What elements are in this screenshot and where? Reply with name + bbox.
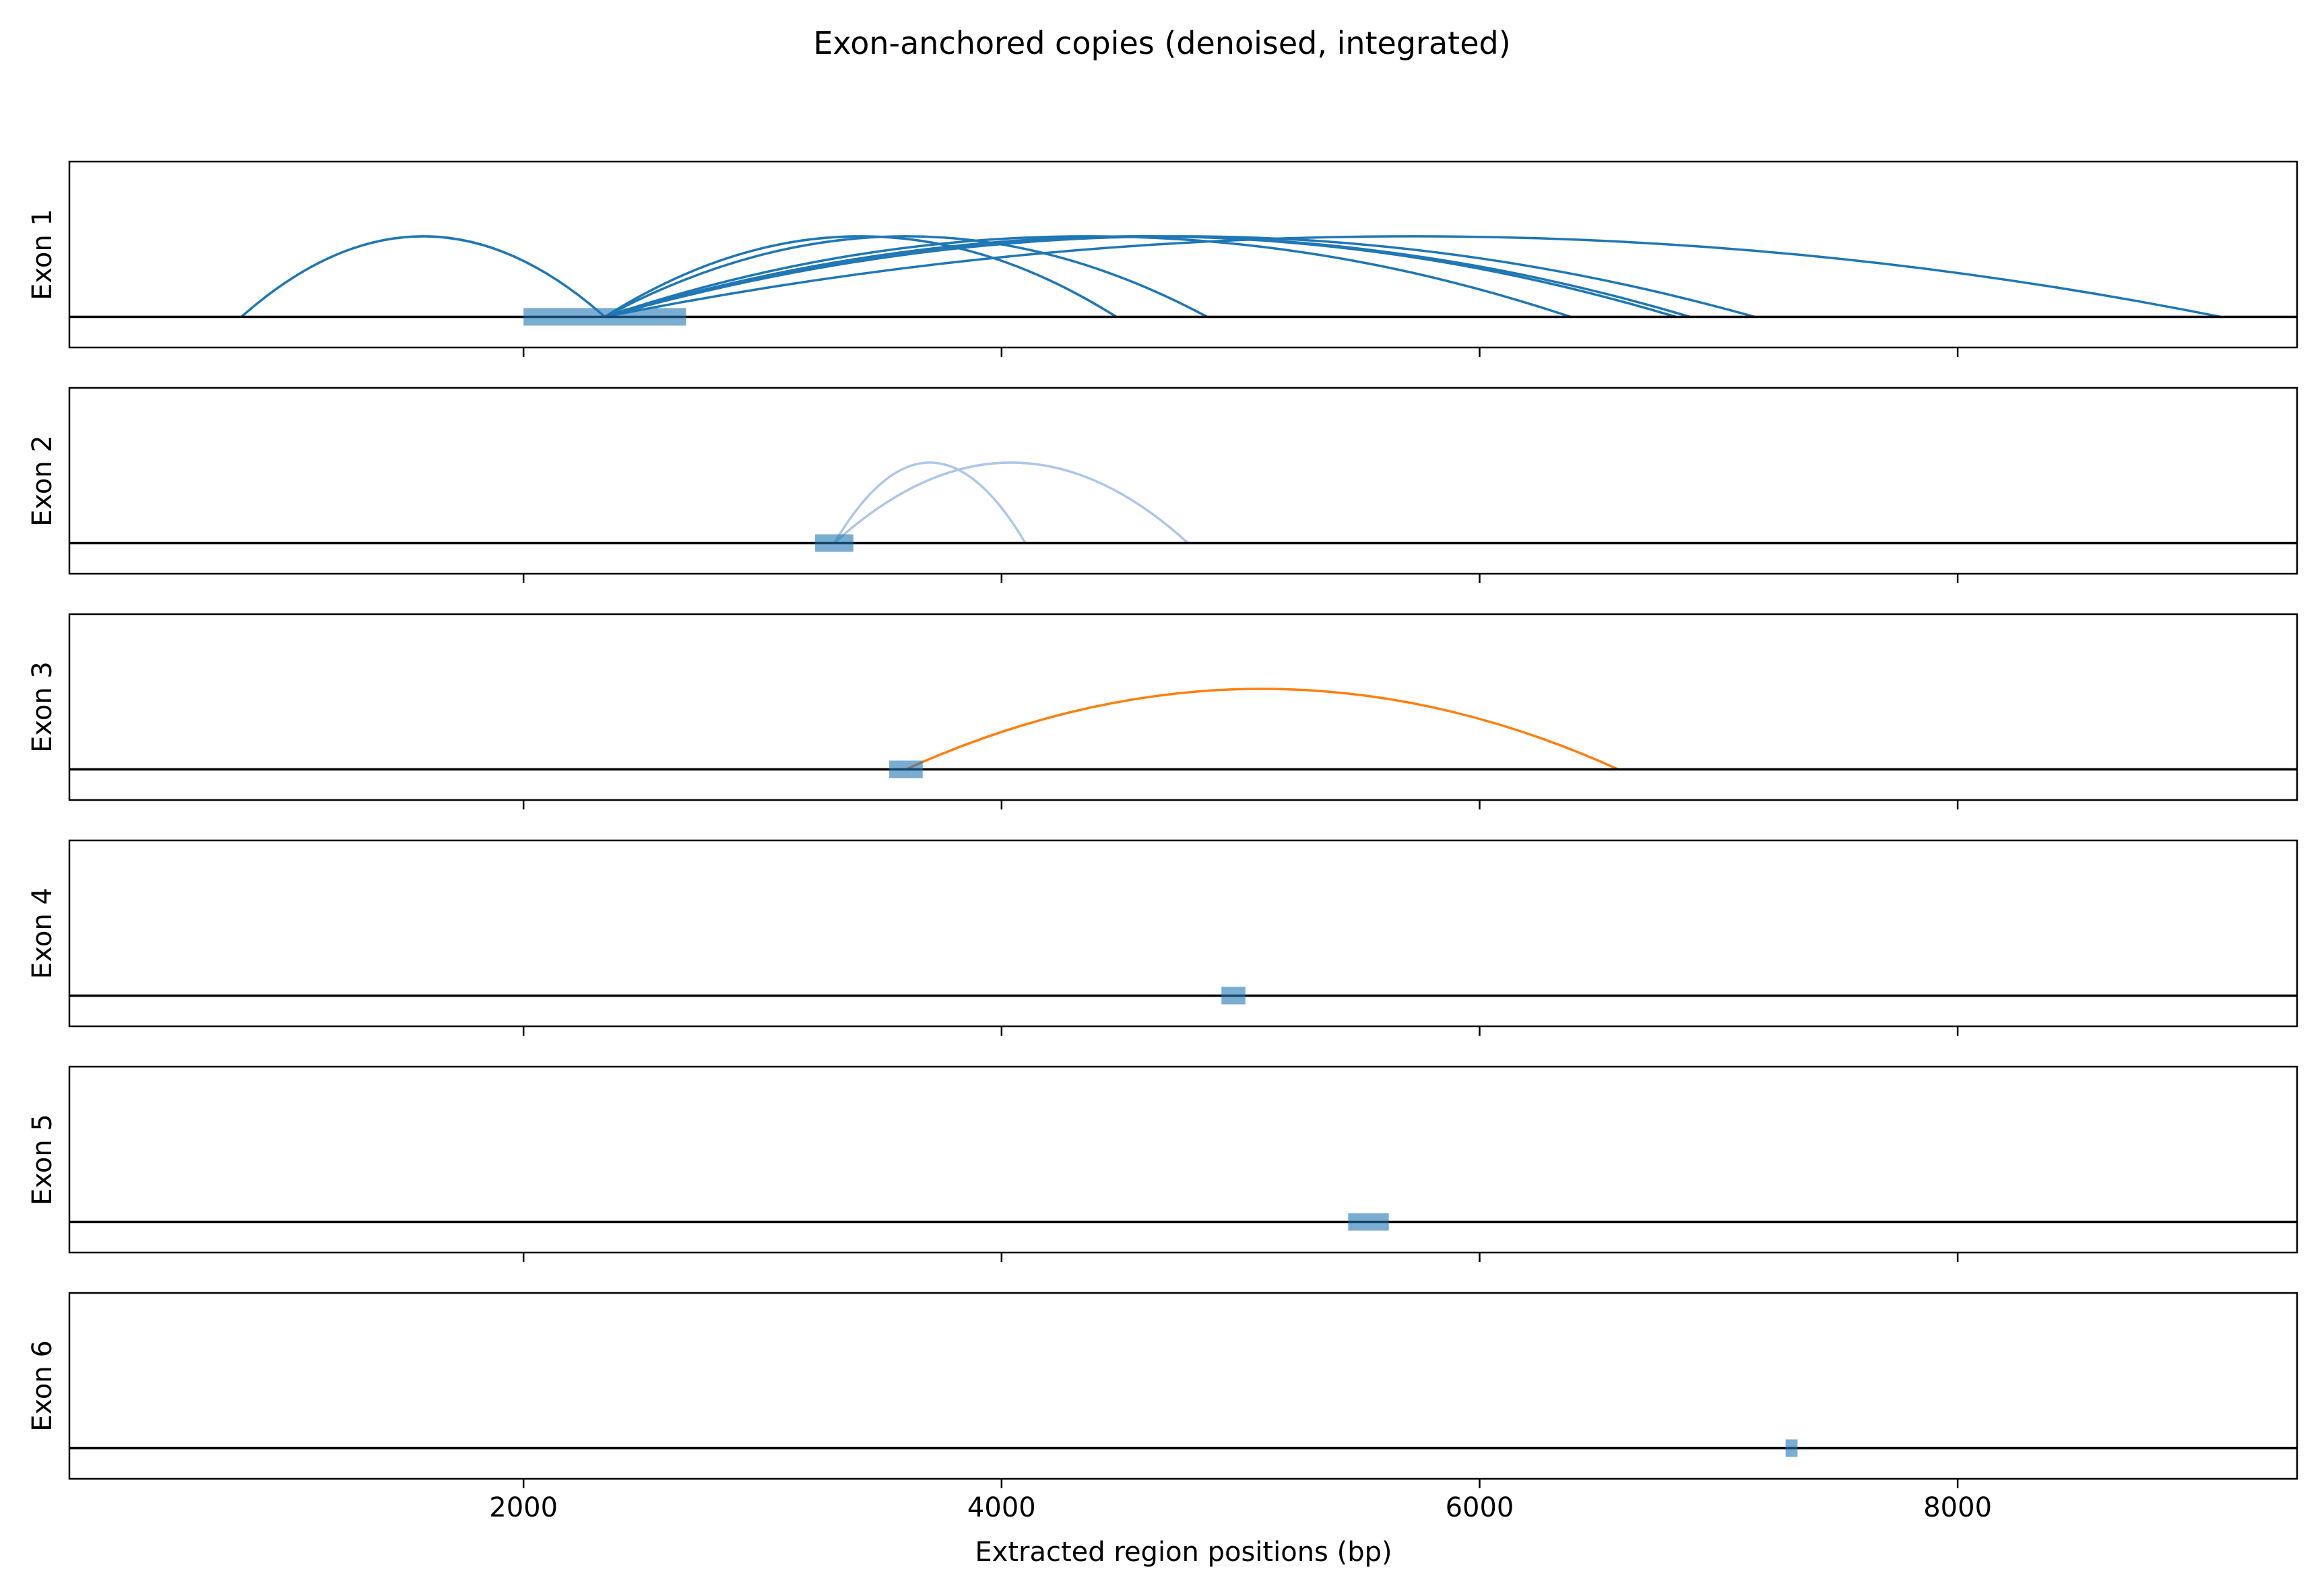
panel-label: Exon 5 (27, 1114, 58, 1205)
panel-label: Exon 4 (27, 888, 58, 979)
exon-anchor-block (1348, 1213, 1389, 1231)
copy-arc (604, 235, 2221, 319)
panel-label: Exon 6 (27, 1340, 58, 1432)
copy-arc (240, 235, 606, 318)
copy-arc (604, 235, 1208, 319)
copy-arc (604, 235, 1118, 318)
exon-anchor-block (889, 760, 923, 778)
x-tick-label: 4000 (967, 1492, 1036, 1523)
x-tick-label: 8000 (1923, 1492, 1992, 1523)
copy-arc (604, 235, 1755, 319)
panels: Exon 1 Exon 2 Exon 3 Exon 4 Exon 5 Exon 6 2000… (27, 160, 2298, 1523)
exon-anchor-block (523, 308, 686, 326)
panel-label: Exon 1 (27, 209, 58, 300)
panel-frame (68, 387, 2298, 575)
panel-frame (68, 1065, 2298, 1254)
x-tick-label: 6000 (1446, 1492, 1514, 1523)
panel-frame (68, 1292, 2298, 1480)
panel-frame (68, 160, 2298, 349)
panel-frame (68, 839, 2298, 1028)
panel-1: Exon 1 (27, 160, 2298, 357)
panel-label: Exon 2 (27, 435, 58, 527)
exon-anchor-block (1785, 1439, 1798, 1457)
panel-4: Exon 4 (27, 839, 2298, 1036)
copy-arc (905, 688, 1619, 771)
panel-6: Exon 6 2000 4000 6000 8000 (27, 1292, 2298, 1523)
panel-2: Exon 2 (27, 387, 2298, 583)
panel-frame (68, 613, 2298, 801)
panel-3: Exon 3 (27, 613, 2298, 809)
panel-5: Exon 5 (27, 1065, 2298, 1262)
copy-arc (833, 461, 1189, 544)
exon-anchor-block (1221, 987, 1246, 1005)
exon-anchor-block (815, 534, 853, 552)
chart-title: Exon-anchored copies (denoised, integrat… (813, 25, 1510, 61)
x-axis-label: Extracted region positions (bp) (975, 1537, 1392, 1568)
copy-arc (833, 461, 1027, 544)
x-tick-label: 2000 (489, 1492, 558, 1523)
panel-label: Exon 3 (27, 661, 58, 753)
